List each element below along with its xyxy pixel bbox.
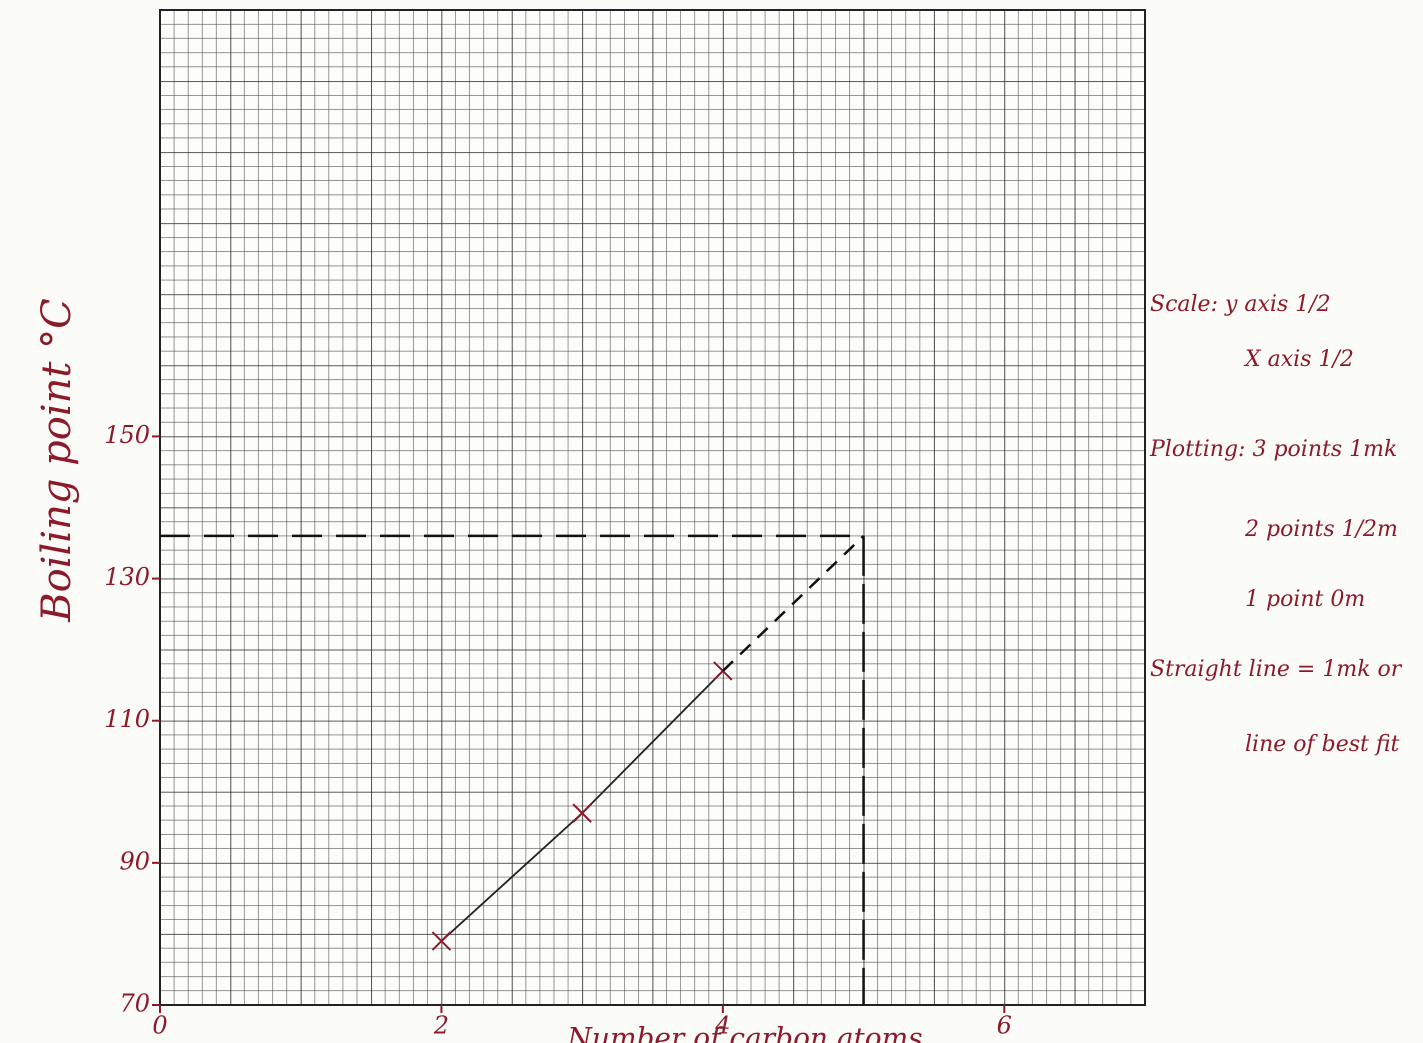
x-axis-title: Number of carbon atoms	[566, 1022, 922, 1043]
marking-notes: Scale: y axis 1/2 X axis 1/2 Plotting: 3 p…	[1149, 292, 1403, 757]
y-axis-title: Boiling point °C	[34, 298, 80, 623]
marking-note: line of best fit	[1245, 732, 1400, 757]
marking-note: Scale: y axis 1/2	[1150, 292, 1331, 317]
x-tick-label: 4	[714, 1012, 730, 1040]
marking-note: 2 points 1/2m	[1244, 517, 1398, 542]
x-tick-label: 2	[433, 1012, 449, 1040]
marking-note: 1 point 0m	[1245, 587, 1365, 612]
marking-note: Straight line = 1mk or	[1150, 657, 1403, 682]
y-tick-label: 130	[104, 563, 150, 591]
x-tick-label: 6	[997, 1012, 1012, 1040]
y-tick-label: 150	[104, 421, 150, 449]
y-tick-label: 70	[119, 990, 150, 1018]
graph-paper	[160, 10, 1145, 1005]
y-tick-label: 110	[104, 705, 150, 733]
marking-note: X axis 1/2	[1243, 347, 1354, 372]
x-tick-label: 0	[152, 1012, 167, 1040]
marking-note: Plotting: 3 points 1mk	[1149, 437, 1397, 462]
y-tick-label: 90	[119, 847, 150, 875]
graph-paper-chart: Boiling point °C Number of carbon atoms …	[0, 0, 1423, 1043]
